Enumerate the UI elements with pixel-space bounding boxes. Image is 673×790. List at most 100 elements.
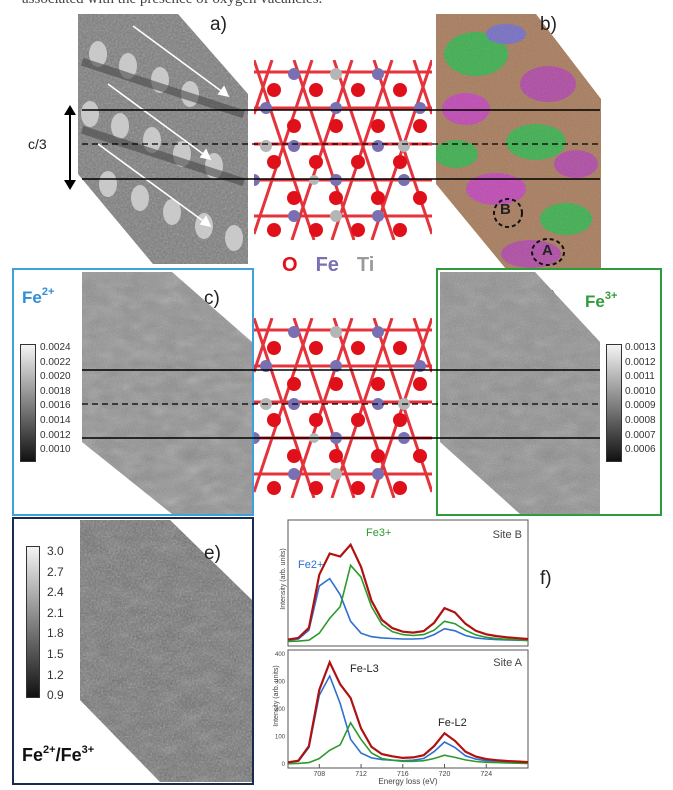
ratio-label-a: Fe bbox=[22, 745, 44, 765]
colorbar-e-tick: 1.2 bbox=[47, 667, 64, 682]
fe3-curve bbox=[287, 721, 529, 765]
colorbar-d-tick: 0.0008 bbox=[625, 414, 656, 426]
colorbar-e-tick: 2.4 bbox=[47, 585, 64, 600]
colorbar-c-tick: 0.0020 bbox=[40, 371, 71, 383]
site-b-marker bbox=[493, 198, 523, 228]
ratio-label-b: Fe bbox=[60, 745, 82, 765]
fe2-label-base: Fe bbox=[22, 288, 42, 307]
colorbar-c-tick: 0.0024 bbox=[40, 342, 71, 353]
colorbar-d-tick: 0.0006 bbox=[625, 444, 656, 456]
x-tick-label: 724 bbox=[480, 771, 492, 778]
fe2-curve bbox=[287, 674, 529, 764]
crystal-structure-top bbox=[254, 60, 432, 240]
fe3-map-image bbox=[440, 272, 600, 514]
colorbar-c-tick: 0.0018 bbox=[40, 385, 71, 397]
plot-site-a-title: Site A bbox=[493, 657, 522, 669]
site-a-marker bbox=[531, 238, 565, 266]
colorbar-e-tick: 0.9 bbox=[47, 688, 64, 703]
fe3-map-label: Fe3+ bbox=[585, 290, 617, 312]
colorbar-c-tick: 0.0016 bbox=[40, 400, 71, 412]
ratio-label-sep: / bbox=[55, 745, 61, 765]
panel-label-f: f) bbox=[540, 568, 552, 589]
fe2-map-label: Fe2+ bbox=[22, 286, 54, 308]
colorbar-c-tick: 0.0014 bbox=[40, 414, 71, 426]
caption-text: associated with the presence of oxygen v… bbox=[22, 0, 322, 8]
haadf-image-a bbox=[78, 14, 248, 264]
caption-fragment: associated with the presence of oxygen v… bbox=[0, 0, 673, 12]
ratio-label-a-sup: 2+ bbox=[43, 744, 56, 756]
site-b-label: B bbox=[500, 201, 511, 218]
colorbar-e-tick: 2.7 bbox=[47, 564, 64, 579]
colorbar-e-tick: 1.8 bbox=[47, 626, 64, 641]
colorbar-e-ticks: 3.0 2.7 2.4 2.1 1.8 1.5 1.2 0.9 bbox=[47, 541, 64, 706]
x-tick-label: 720 bbox=[439, 771, 451, 778]
x-tick-label: 716 bbox=[397, 771, 409, 778]
ratio-map-frame bbox=[12, 517, 254, 785]
colorbar-c-ticks: 0.0024 0.0022 0.0020 0.0018 0.0016 0.001… bbox=[40, 341, 71, 458]
colorbar-d bbox=[606, 344, 622, 462]
annot-fe2: Fe2+ bbox=[298, 559, 323, 571]
colorbar-c-tick: 0.0010 bbox=[40, 444, 71, 456]
colorbar-d-tick: 0.0012 bbox=[625, 356, 656, 368]
fe3-label-sup: 3+ bbox=[604, 290, 618, 302]
fe3-label-base: Fe bbox=[585, 292, 605, 311]
colorbar-d-tick: 0.0010 bbox=[625, 385, 656, 397]
y-tick-label: 300 bbox=[275, 680, 286, 686]
colorbar-e-tick: 2.1 bbox=[47, 605, 64, 620]
reference-lines-top bbox=[82, 109, 600, 180]
colorbar-c-tick: 0.0022 bbox=[40, 356, 71, 368]
panel-label-a: a) bbox=[210, 14, 227, 35]
scan-arrows bbox=[97, 25, 230, 228]
x-tick-label: 712 bbox=[355, 771, 367, 778]
y-tick-label: 400 bbox=[275, 652, 286, 658]
site-a-label: A bbox=[542, 242, 553, 259]
legend-oxygen: O bbox=[282, 254, 298, 276]
ratio-label-b-sup: 3+ bbox=[81, 744, 95, 756]
fe2-map-frame bbox=[12, 268, 254, 516]
reference-lines-middle bbox=[82, 369, 600, 439]
c-third-arrow bbox=[64, 105, 76, 190]
ratio-label: Fe2+/Fe3+ bbox=[22, 744, 94, 766]
plot-site-a-ylabel: Intensity (arb. units) bbox=[273, 665, 280, 726]
element-legend: O Fe Ti bbox=[282, 254, 374, 277]
colorbar-c bbox=[20, 344, 36, 462]
plot-site-a: Intensity (arb. units) Site A Fe-L3 Fe-L… bbox=[273, 649, 529, 786]
plot-site-b-frame bbox=[287, 519, 529, 647]
colorbar-d-ticks: 0.0013 0.0012 0.0011 0.0010 0.0009 0.000… bbox=[625, 341, 656, 458]
colorbar-d-tick: 0.0011 bbox=[625, 371, 655, 383]
sum-curve bbox=[287, 542, 529, 641]
colorbar-e bbox=[26, 546, 40, 698]
legend-titanium: Ti bbox=[356, 254, 375, 276]
colorbar-e-tick: 3.0 bbox=[47, 544, 64, 558]
c-third-label: c/3 bbox=[28, 136, 47, 152]
colorbar-d-tick: 0.0007 bbox=[625, 429, 656, 441]
y-tick-label: 200 bbox=[275, 707, 286, 713]
legend-iron: Fe bbox=[315, 254, 339, 276]
panel-label-b: b) bbox=[540, 14, 557, 35]
plot-site-b: Intensity (arb. units) Site B Fe2+ Fe3+ bbox=[280, 519, 529, 647]
sum-curve bbox=[287, 659, 529, 764]
plot-site-b-title: Site B bbox=[493, 529, 522, 541]
annot-fe-l3: Fe-L3 bbox=[350, 663, 379, 675]
colorbar-d-tick: 0.0009 bbox=[625, 400, 656, 412]
fe3-map-frame bbox=[436, 268, 662, 516]
y-tick-label: 0 bbox=[282, 762, 286, 768]
fe2-map-image bbox=[82, 272, 252, 514]
colorbar-e-tick: 1.5 bbox=[47, 646, 64, 661]
annot-fe3: Fe3+ bbox=[366, 527, 391, 539]
plot-site-a-frame bbox=[287, 649, 529, 769]
color-map-b bbox=[436, 14, 601, 269]
plot-site-b-ylabel: Intensity (arb. units) bbox=[280, 548, 287, 609]
y-tick-label: 100 bbox=[275, 735, 286, 741]
panel-label-e: e) bbox=[204, 543, 221, 564]
fe3-curve bbox=[287, 563, 529, 643]
ratio-map-image bbox=[80, 520, 252, 782]
fe2-curve bbox=[287, 577, 529, 642]
colorbar-d-tick: 0.0013 bbox=[625, 342, 656, 353]
fe2-label-sup: 2+ bbox=[41, 286, 55, 298]
eels-spectra-chart: Intensity (arb. units) Site B Fe2+ Fe3+ … bbox=[273, 519, 529, 786]
annot-fe-l2: Fe-L2 bbox=[438, 717, 467, 729]
plot-site-a-xlabel: Energy loss (eV) bbox=[378, 777, 437, 786]
crystal-structure-middle bbox=[254, 318, 432, 498]
x-tick-label: 708 bbox=[313, 771, 325, 778]
